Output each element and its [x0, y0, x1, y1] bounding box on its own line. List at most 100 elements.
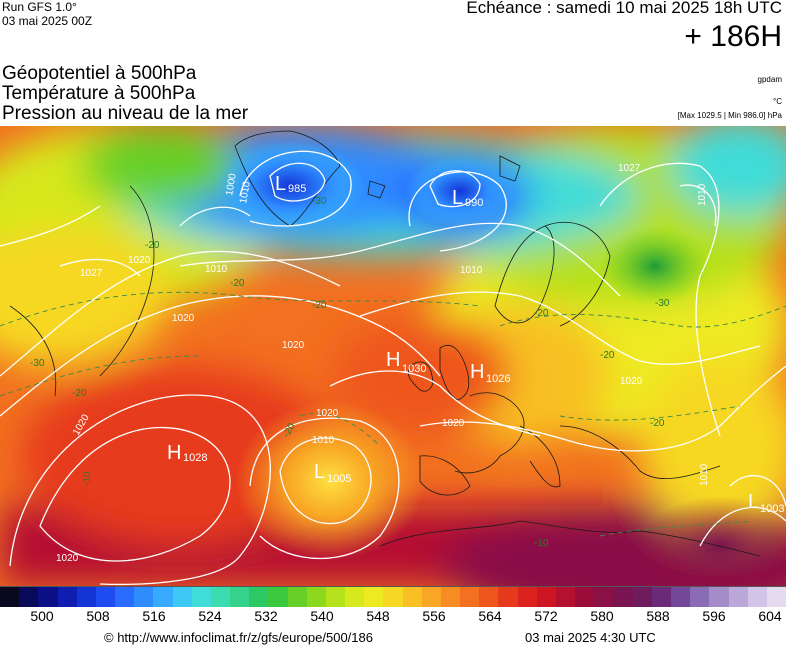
colorbar-swatch [57, 587, 77, 607]
temperature-label: -20 [650, 418, 665, 429]
svg-text:985: 985 [288, 183, 306, 195]
run-date: 03 mai 2025 00Z [2, 14, 93, 28]
svg-text:H: H [470, 361, 484, 383]
high-center: H 1028 [167, 442, 207, 464]
colorbar-tick-label: 604 [758, 608, 782, 624]
colorbar-swatch [690, 587, 710, 607]
colorbar-swatch [709, 587, 729, 607]
colorbar-swatch [268, 587, 288, 607]
isotherms [0, 291, 786, 537]
colorbar-tick-label: 564 [478, 608, 502, 624]
colorbar-tick-label: 580 [590, 608, 614, 624]
svg-text:1030: 1030 [402, 363, 426, 375]
run-label: Run GFS 1.0° [2, 0, 77, 14]
colorbar-swatch [536, 587, 556, 607]
high-center: H 1030 [386, 349, 426, 375]
title-sea-level-pressure: Pression au niveau de la mer [2, 103, 249, 124]
unit-geopotential: gpdam [757, 75, 782, 84]
title-geopotential: Géopotentiel à 500hPa [2, 63, 197, 84]
colorbar-tick-label: 524 [198, 608, 222, 624]
lead-time: + 186H [684, 20, 782, 53]
colorbar-swatch [306, 587, 326, 607]
colorbar-swatch [0, 587, 20, 607]
colorbar-swatch [364, 587, 384, 607]
colorbar-swatch [671, 587, 691, 607]
isobar-labels: 1000 1010 1020 1027 1020 1010 1020 1010 … [56, 163, 710, 564]
colorbar-swatch [115, 587, 135, 607]
colorbar-swatch [134, 587, 154, 607]
pressure-centers: L 985 L 990 H 1030 H 1026 H 1028 L 1005 … [167, 173, 784, 515]
colorbar-swatch [517, 587, 537, 607]
colorbar-tick-label: 516 [142, 608, 166, 624]
temperature-label: -20 [230, 278, 245, 289]
isobar-label: 1020 [56, 553, 79, 564]
colorbar-swatch [230, 587, 250, 607]
isobar-label: 1010 [312, 435, 335, 446]
colorbar-swatch [613, 587, 633, 607]
temperature-label: -30 [30, 358, 45, 369]
svg-text:L: L [452, 187, 463, 209]
temperature-label: -10 [534, 538, 549, 549]
colorbar-swatch [555, 587, 576, 607]
low-center: L 1003 [748, 491, 784, 515]
coastlines [9, 130, 761, 557]
svg-text:L: L [748, 491, 759, 513]
isobar-label: 1027 [80, 268, 103, 279]
colorbar-tick-label: 596 [702, 608, 726, 624]
isobar-label: 1020 [172, 313, 195, 324]
colorbar-swatch [325, 587, 346, 607]
colorbar-tick-label: 500 [30, 608, 54, 624]
svg-text:1028: 1028 [183, 452, 207, 464]
isobar-label: 1010 [238, 180, 253, 204]
title-temperature: Température à 500hPa [2, 83, 196, 104]
colorbar-swatch [19, 587, 39, 607]
temperature-label: -30 [655, 298, 670, 309]
colorbar-swatch [38, 587, 58, 607]
colorbar-swatch [345, 587, 365, 607]
isobar-label: 1010 [699, 463, 710, 486]
svg-text:L: L [314, 461, 325, 483]
temperature-label: -20 [534, 308, 549, 319]
low-center: L 985 [275, 173, 306, 195]
colorbar-swatch [594, 587, 614, 607]
colorbar-swatch [498, 587, 518, 607]
colorbar-swatch [575, 587, 595, 607]
colorbar-swatch [460, 587, 480, 607]
copyright-url: © http://www.infoclimat.fr/z/gfs/europe/… [104, 630, 373, 645]
colorbar-tick-label: 548 [366, 608, 390, 624]
isobar-label: 1010 [460, 265, 483, 276]
colorbar-swatch [95, 587, 116, 607]
colorbar-swatch [651, 587, 672, 607]
colorbar-swatch [249, 587, 269, 607]
colorbar-swatch [287, 587, 307, 607]
colorbar-swatch [402, 587, 422, 607]
slp-range: [Max 1029.5 | Min 986.0] hPa [677, 111, 782, 120]
generation-time: 03 mai 2025 4:30 UTC [525, 630, 656, 645]
colorbar-swatch [728, 587, 748, 607]
colorbar-swatch [76, 587, 96, 607]
colorbar-tick-label: 588 [646, 608, 670, 624]
svg-text:H: H [167, 442, 181, 464]
temperature-label: -30 [312, 196, 327, 207]
isobar-label: 1010 [205, 264, 228, 275]
isobars [0, 150, 786, 586]
colorbar-tick-label: 556 [422, 608, 446, 624]
svg-text:1003: 1003 [760, 503, 784, 515]
colorbar-swatch [210, 587, 231, 607]
colorbar-tick-label: 532 [254, 608, 278, 624]
colorbar-tick-label: 508 [86, 608, 110, 624]
low-center: L 1005 [314, 461, 351, 485]
colorbar-tick-label: 540 [310, 608, 334, 624]
isobar-label: 1027 [618, 163, 641, 174]
svg-text:H: H [386, 349, 400, 371]
svg-text:1005: 1005 [327, 473, 351, 485]
colorbar-tick-label: 572 [534, 608, 558, 624]
isobar-label: 1020 [620, 376, 643, 387]
svg-text:L: L [275, 173, 286, 195]
colorbar-swatch [172, 587, 192, 607]
colorbar-swatch [440, 587, 461, 607]
isobar-label: 1020 [128, 255, 151, 266]
forecast-map: 1000 1010 1020 1027 1020 1010 1020 1010 … [0, 126, 786, 586]
isobar-label: 1000 [224, 172, 239, 196]
temperature-label: -20 [312, 300, 327, 311]
